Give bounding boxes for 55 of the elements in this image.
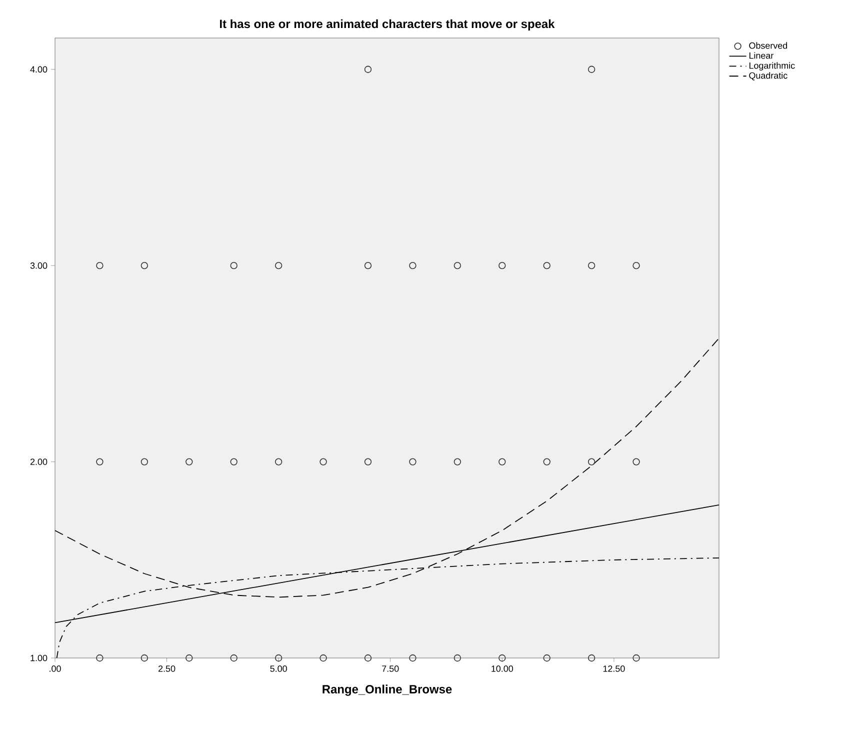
chart-title: It has one or more animated characters that move or speak	[220, 19, 555, 30]
point	[498, 262, 506, 270]
point	[454, 654, 462, 662]
point	[364, 66, 372, 73]
point	[320, 458, 327, 466]
x-tick-label: 2.50	[158, 665, 176, 672]
point	[230, 262, 238, 270]
point	[454, 458, 462, 466]
point	[140, 262, 148, 270]
point	[140, 654, 148, 662]
point	[543, 262, 550, 270]
point	[543, 458, 550, 466]
point	[274, 262, 282, 270]
point	[186, 458, 193, 466]
point	[96, 458, 104, 466]
point	[230, 458, 238, 466]
point	[632, 458, 640, 466]
point	[409, 262, 416, 270]
point	[498, 654, 506, 662]
legend-label: Quadratic	[749, 72, 788, 80]
point	[632, 262, 640, 270]
x-tick-label: 10.00	[492, 665, 514, 672]
y-tick-label: 1.00	[30, 654, 48, 662]
x-tick-label: 12.50	[603, 665, 625, 672]
x-axis-title: Range_Online_Browse	[322, 684, 452, 696]
point	[274, 458, 282, 466]
point	[409, 654, 416, 662]
point	[543, 654, 550, 662]
legend-label: Linear	[749, 52, 774, 59]
point	[588, 66, 596, 73]
x-tick-label: 7.50	[382, 665, 399, 672]
y-tick-label: 4.00	[30, 66, 48, 73]
legend-label: Observed	[749, 42, 788, 49]
point	[230, 654, 238, 662]
x-tick-label: 5.00	[270, 665, 287, 672]
point	[498, 458, 506, 466]
point	[364, 654, 372, 662]
point	[364, 458, 372, 466]
point	[96, 262, 104, 270]
point	[274, 654, 282, 662]
point	[140, 458, 148, 466]
y-tick-label: 2.00	[30, 458, 48, 465]
x-tick-label: .00	[50, 665, 61, 672]
y-tick-label: 3.00	[30, 262, 48, 269]
point	[96, 654, 104, 662]
point	[632, 654, 640, 662]
point	[588, 458, 596, 466]
point	[588, 654, 596, 662]
point	[588, 262, 596, 270]
point	[186, 654, 193, 662]
point	[364, 262, 372, 270]
point	[320, 654, 327, 662]
legend-label: Logarithmic	[749, 62, 795, 70]
point	[409, 458, 416, 466]
point	[454, 262, 462, 270]
